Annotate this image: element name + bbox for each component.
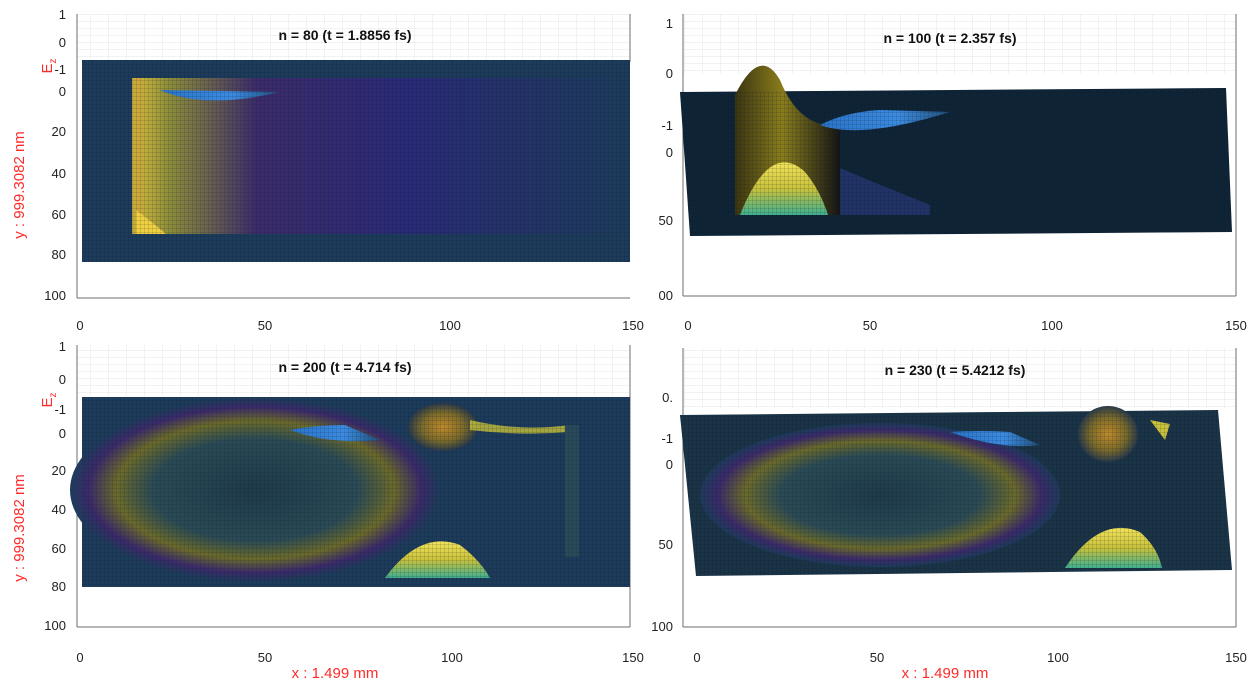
grid-backplane [77,345,630,397]
z-tick: -1 [54,402,66,417]
y-axis-label: y : 999.3082 nm [11,131,28,239]
x-tick: 0 [76,650,83,665]
z-label-sub: z [48,392,59,397]
panel-3-title: n = 200 (t = 4.714 fs) [278,359,411,375]
y-tick: 60 [52,541,66,556]
surface-mesh [680,410,1232,576]
x-tick: 150 [1225,650,1247,665]
y-tick: 0 [59,84,66,99]
x-tick: 50 [258,318,272,333]
y-tick: 40 [52,166,66,181]
z-axis-label: Ez [39,58,59,73]
y-tick: 0 [666,145,673,160]
z-tick: 0 [59,35,66,50]
x-tick: 50 [258,650,272,665]
z-tick: 0 [666,66,673,81]
x-tick: 150 [1225,318,1247,333]
y-tick: 80 [52,579,66,594]
grid-backplane [683,348,1236,408]
x-tick: 50 [870,650,884,665]
y-axis-label: y : 999.3082 nm [11,474,28,582]
panel-2-title: n = 100 (t = 2.357 fs) [883,30,1016,46]
x-axis-label: x : 1.499 mm [902,665,989,682]
panel-1-title: n = 80 (t = 1.8856 fs) [278,27,411,43]
y-tick: 60 [52,207,66,222]
x-axis-label: x : 1.499 mm [292,665,379,682]
grid-backplane [77,14,630,62]
z-axis-label: Ez [39,392,59,407]
x-tick: 150 [622,650,644,665]
y-tick: 00 [659,288,673,303]
surface-mesh [680,88,1232,236]
panel-4: n = 230 (t = 5.4212 fs) 0. -1 0 50 100 0… [651,348,1247,682]
surface-mesh [82,397,630,587]
z-tick: 1 [59,7,66,22]
panel-3: n = 200 (t = 4.714 fs) 1 0 -1 0 20 40 60… [11,339,644,682]
panel-1: n = 80 (t = 1.8856 fs) 1 0 -1 0 20 40 60… [11,7,644,333]
y-tick: 20 [52,463,66,478]
y-tick: 50 [659,537,673,552]
x-tick: 0 [76,318,83,333]
y-tick: 0 [59,426,66,441]
grid-backplane [683,14,1236,74]
y-tick: 80 [52,247,66,262]
z-label-sub: z [48,58,59,63]
z-label-main: E [39,63,56,73]
y-tick: 50 [659,213,673,228]
z-tick: -1 [661,431,673,446]
x-tick: 0 [693,650,700,665]
panel-4-title: n = 230 (t = 5.4212 fs) [885,362,1026,378]
x-tick: 100 [1047,650,1069,665]
z-tick: 0 [59,372,66,387]
y-tick: 20 [52,124,66,139]
y-tick: 100 [44,288,66,303]
x-tick: 100 [439,318,461,333]
z-tick: 1 [666,16,673,31]
z-tick: -1 [54,62,66,77]
z-tick: -1 [661,118,673,133]
y-tick: 40 [52,502,66,517]
panel-2: n = 100 (t = 2.357 fs) 1 0 -1 0 50 00 0 … [659,14,1247,333]
z-label-main: E [39,397,56,407]
x-tick: 50 [863,318,877,333]
x-tick: 0 [684,318,691,333]
x-tick: 100 [441,650,463,665]
z-tick: 0. [662,390,673,405]
x-tick: 100 [1041,318,1063,333]
z-tick: 1 [59,339,66,354]
y-tick: 100 [651,619,673,634]
y-tick: 100 [44,618,66,633]
y-tick: 0 [666,457,673,472]
x-tick: 150 [622,318,644,333]
surface-mesh [82,60,630,262]
